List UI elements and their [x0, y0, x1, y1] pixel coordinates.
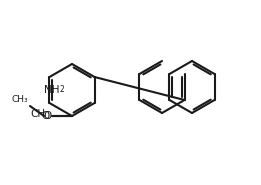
Text: 2: 2 [60, 85, 65, 94]
Text: O: O [44, 111, 52, 121]
Text: CH₃: CH₃ [11, 95, 28, 104]
Text: CH: CH [30, 109, 45, 119]
Text: NH: NH [44, 85, 59, 95]
Text: O: O [42, 111, 50, 121]
